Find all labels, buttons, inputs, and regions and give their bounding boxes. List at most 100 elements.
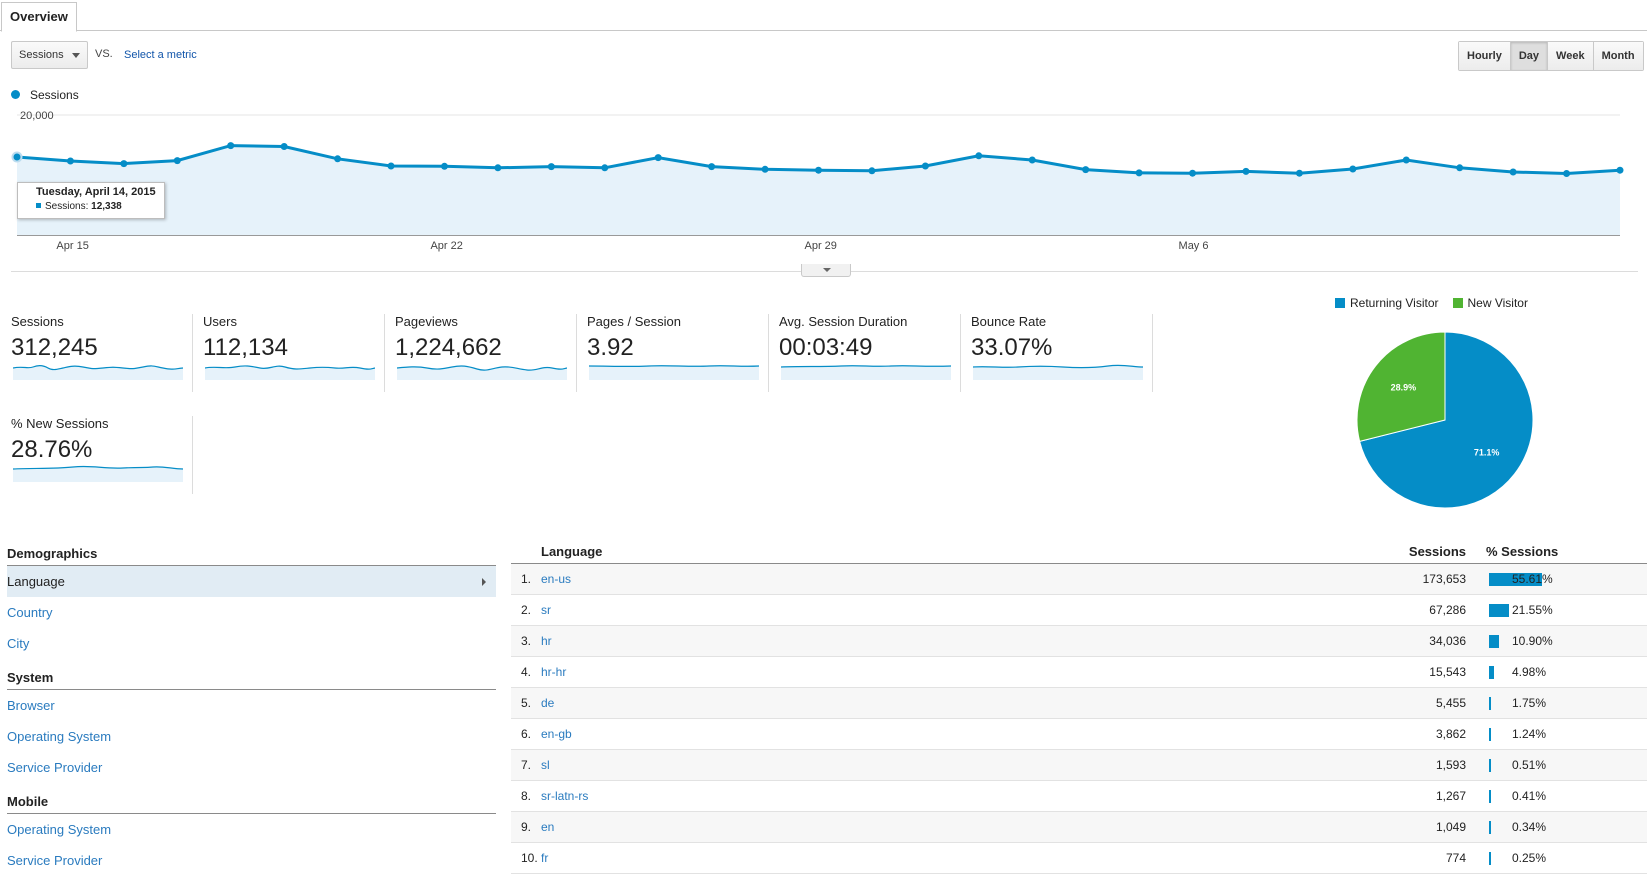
scorecard-value: 33.07% xyxy=(971,334,1053,361)
sparkline xyxy=(589,365,759,380)
nav-item-operating-system[interactable]: Operating System xyxy=(7,729,112,744)
table-row: 6. en-gb 3,862 1.24% xyxy=(511,719,1647,750)
tooltip-value-row: Sessions: 12,338 xyxy=(36,201,164,212)
column-header-language[interactable]: Language xyxy=(541,544,603,559)
scorecard-users[interactable]: Users 112,134 xyxy=(203,314,385,392)
language-link[interactable]: fr xyxy=(541,851,549,865)
metric-select-label: Sessions xyxy=(19,49,64,61)
language-link[interactable]: en-gb xyxy=(541,727,572,741)
time-granularity-group: Hourly Day Week Month xyxy=(1458,41,1644,71)
language-link[interactable]: en-us xyxy=(541,572,572,586)
nav-item-mobile-service-provider[interactable]: Service Provider xyxy=(7,853,103,868)
pct-bar xyxy=(1489,573,1542,586)
data-point xyxy=(173,157,181,165)
pct-bar xyxy=(1489,666,1494,679)
nav-item-service-provider[interactable]: Service Provider xyxy=(7,760,103,775)
nav-item-browser[interactable]: Browser xyxy=(7,698,55,713)
legend-new-visitor: New Visitor xyxy=(1452,296,1528,310)
language-link[interactable]: hr xyxy=(541,634,552,648)
language-link[interactable]: de xyxy=(541,696,555,710)
row-number: 7. xyxy=(521,758,532,772)
scorecard-sessions[interactable]: Sessions 312,245 xyxy=(11,314,193,392)
language-link[interactable]: sr xyxy=(541,603,551,617)
x-tick-label: Apr 29 xyxy=(805,240,837,252)
sessions-value: 34,036 xyxy=(1429,634,1466,648)
language-link[interactable]: sr-latn-rs xyxy=(541,789,589,803)
table-row: 9. en 1,049 0.34% xyxy=(511,812,1647,843)
language-link[interactable]: sl xyxy=(541,758,550,772)
scorecard-pageviews[interactable]: Pageviews 1,224,662 xyxy=(395,314,577,392)
pct-value: 4.98% xyxy=(1512,665,1547,679)
nav-section-system: System Browser Operating System Service … xyxy=(7,670,496,783)
month-button[interactable]: Month xyxy=(1593,42,1643,70)
sparkline xyxy=(397,365,567,380)
nav-item-mobile-operating-system[interactable]: Operating System xyxy=(7,822,112,837)
scorecard-label: % New Sessions xyxy=(11,416,109,431)
legend-key xyxy=(1452,298,1463,308)
row-number: 5. xyxy=(521,696,532,710)
chart-collapse-handle[interactable] xyxy=(801,264,851,277)
pct-value: 0.51% xyxy=(1512,758,1547,772)
scorecard-value: 312,245 xyxy=(11,334,98,361)
data-point xyxy=(1295,169,1303,177)
scorecard-label: Pages / Session xyxy=(587,314,681,329)
data-point xyxy=(601,164,609,172)
select-metric-link[interactable]: Select a metric xyxy=(124,49,197,61)
data-point xyxy=(494,164,502,172)
nav-header: Demographics xyxy=(7,546,496,566)
scorecard-avg-session-duration[interactable]: Avg. Session Duration 00:03:49 xyxy=(779,314,961,392)
data-point xyxy=(1616,166,1624,174)
sessions-line-chart[interactable]: 20,000 Apr 15 Apr 22 Apr 29 May 6 xyxy=(0,105,1647,265)
scorecard-value: 28.76% xyxy=(11,436,93,463)
pie-slice xyxy=(1356,331,1446,442)
sparkline xyxy=(781,365,951,380)
pct-value: 55.61% xyxy=(1512,572,1553,586)
hourly-button[interactable]: Hourly xyxy=(1459,42,1511,70)
row-number: 2. xyxy=(521,603,532,617)
sparkline xyxy=(13,465,183,482)
data-point xyxy=(334,155,342,163)
column-header-sessions[interactable]: Sessions xyxy=(1408,544,1466,559)
visitor-type-pie-chart[interactable]: 71.1% 28.9% xyxy=(1350,325,1540,515)
metric-select[interactable]: Sessions xyxy=(11,41,88,69)
data-point xyxy=(1082,166,1090,174)
row-number: 8. xyxy=(521,789,532,803)
chart-tooltip: Tuesday, April 14, 2015 Sessions: 12,338 xyxy=(17,182,165,219)
scorecard-bounce-rate[interactable]: Bounce Rate 33.07% xyxy=(971,314,1153,392)
nav-section-demographics: Demographics Language Country City xyxy=(7,546,496,659)
data-point xyxy=(1456,164,1464,172)
nav-item-city[interactable]: City xyxy=(7,636,30,651)
scorecard-pages-per-session[interactable]: Pages / Session 3.92 xyxy=(587,314,769,392)
table-row: 4. hr-hr 15,543 4.98% xyxy=(511,657,1647,688)
scorecard-label: Pageviews xyxy=(395,314,458,329)
data-point xyxy=(11,151,23,163)
sessions-value: 5,455 xyxy=(1435,696,1466,710)
data-point xyxy=(120,160,128,168)
vs-label: VS. xyxy=(95,48,113,60)
column-header-pct-sessions[interactable]: % Sessions xyxy=(1486,544,1559,559)
chevron-right-icon xyxy=(482,578,486,586)
table-row: 5. de 5,455 1.75% xyxy=(511,688,1647,719)
data-point xyxy=(1189,169,1197,177)
data-point xyxy=(547,163,555,171)
legend-returning-visitor: Returning Visitor xyxy=(1335,296,1439,310)
chevron-down-icon xyxy=(823,268,831,272)
scorecard-new-sessions[interactable]: % New Sessions 28.76% xyxy=(11,416,193,494)
tooltip-series-square xyxy=(36,203,41,208)
week-button[interactable]: Week xyxy=(1548,42,1594,70)
sparkline xyxy=(13,365,183,380)
pct-value: 21.55% xyxy=(1512,603,1553,617)
language-link[interactable]: en xyxy=(541,820,555,834)
row-number: 4. xyxy=(521,665,532,679)
data-point xyxy=(280,143,288,150)
day-button[interactable]: Day xyxy=(1510,42,1549,70)
tab-overview[interactable]: Overview xyxy=(1,2,77,32)
nav-item-country[interactable]: Country xyxy=(7,605,53,620)
data-point xyxy=(654,154,662,162)
pct-value: 1.24% xyxy=(1512,727,1547,741)
data-point xyxy=(387,162,395,170)
language-link[interactable]: hr-hr xyxy=(541,665,567,679)
nav-item-language[interactable]: Language xyxy=(7,566,496,597)
nav-header: Mobile xyxy=(7,794,496,814)
data-point xyxy=(761,165,769,173)
